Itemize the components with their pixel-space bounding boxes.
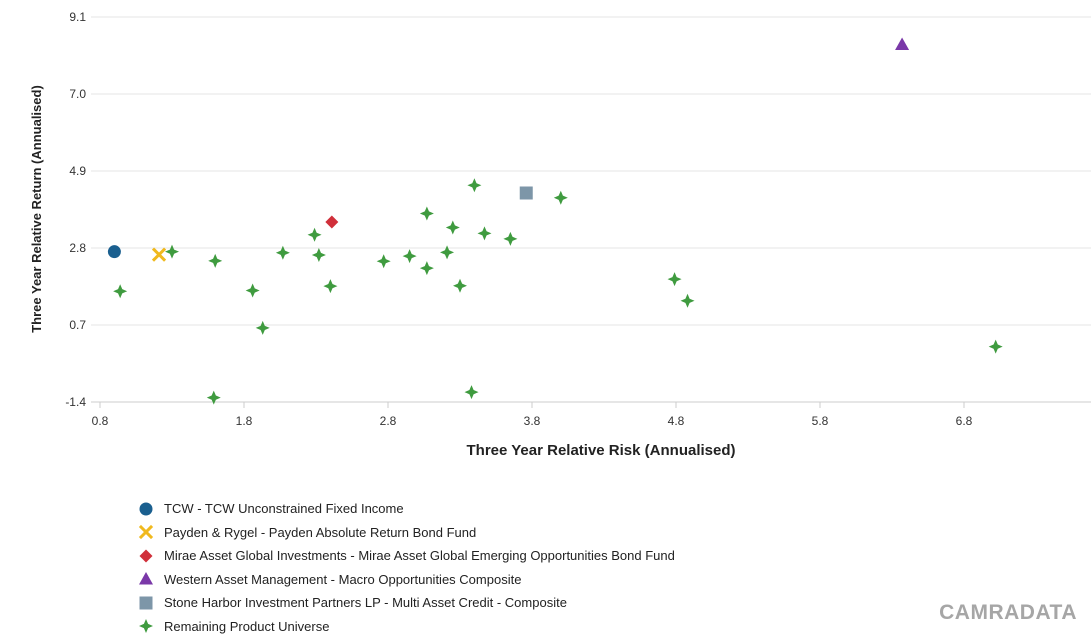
x-tick-label: 3.8 xyxy=(524,414,541,428)
x-tick-label: 1.8 xyxy=(236,414,253,428)
legend-label: Remaining Product Universe xyxy=(164,619,329,634)
legend-marker xyxy=(138,548,154,564)
universe-point xyxy=(246,284,260,298)
fund-point xyxy=(154,250,164,260)
legend-marker xyxy=(138,618,154,634)
x-tick-label: 5.8 xyxy=(812,414,829,428)
universe-point xyxy=(477,226,491,240)
universe-point xyxy=(453,279,467,293)
legend-marker xyxy=(138,524,154,540)
legend-marker-shape xyxy=(140,549,153,562)
legend-marker-shape xyxy=(140,502,153,515)
universe-point xyxy=(256,321,270,335)
camradata-logo: CAMRADATA xyxy=(939,601,1077,625)
y-tick-label: 9.1 xyxy=(69,10,86,24)
legend-item: Stone Harbor Investment Partners LP - Mu… xyxy=(138,591,675,615)
universe-point xyxy=(420,207,434,221)
universe-point xyxy=(467,178,481,192)
legend-marker-shape xyxy=(141,527,151,537)
x-tick-label: 6.8 xyxy=(956,414,973,428)
legend-marker-shape xyxy=(140,596,153,609)
legend-item: Remaining Product Universe xyxy=(138,615,675,638)
universe-point xyxy=(554,191,568,205)
universe-point xyxy=(465,385,479,399)
legend-marker xyxy=(138,501,154,517)
universe-point xyxy=(668,272,682,286)
legend-label: Western Asset Management - Macro Opportu… xyxy=(164,572,521,587)
legend-label: Payden & Rygel - Payden Absolute Return … xyxy=(164,525,476,540)
legend-item: TCW - TCW Unconstrained Fixed Income xyxy=(138,497,675,521)
universe-point xyxy=(503,232,517,246)
legend-marker-shape xyxy=(139,572,153,585)
fund-point xyxy=(895,38,909,51)
legend-marker-shape xyxy=(139,619,153,633)
x-tick-label: 4.8 xyxy=(668,414,685,428)
universe-point xyxy=(113,284,127,298)
universe-point xyxy=(403,249,417,263)
universe-point xyxy=(208,254,222,268)
universe-point xyxy=(989,340,1003,354)
y-tick-label: 0.7 xyxy=(69,318,86,332)
universe-point xyxy=(308,228,322,242)
universe-point xyxy=(312,248,326,262)
universe-point xyxy=(681,294,695,308)
y-tick-label: 4.9 xyxy=(69,164,86,178)
y-tick-label: 2.8 xyxy=(69,241,86,255)
x-axis-title: Three Year Relative Risk (Annualised) xyxy=(467,442,736,459)
universe-point xyxy=(323,279,337,293)
universe-point xyxy=(165,245,179,259)
y-tick-label: 7.0 xyxy=(69,87,86,101)
fund-point xyxy=(108,245,121,258)
fund-point xyxy=(325,215,338,228)
x-axis-ticks: 0.8 1.8 2.8 3.8 4.8 5.8 6.8 xyxy=(92,402,973,428)
y-tick-label: -1.4 xyxy=(65,395,86,409)
gridlines xyxy=(91,17,1091,325)
universe-point xyxy=(377,254,391,268)
legend-item: Western Asset Management - Macro Opportu… xyxy=(138,568,675,592)
y-axis-title: Three Year Relative Return (Annualised) xyxy=(29,85,44,333)
data-points xyxy=(108,38,1003,405)
legend-label: Stone Harbor Investment Partners LP - Mu… xyxy=(164,595,567,610)
x-tick-label: 0.8 xyxy=(92,414,109,428)
universe-point xyxy=(446,220,460,234)
universe-point xyxy=(420,261,434,275)
chart-legend: TCW - TCW Unconstrained Fixed Income Payd… xyxy=(138,497,675,638)
x-tick-label: 2.8 xyxy=(380,414,397,428)
scatter-chart: 0.8 1.8 2.8 3.8 4.8 5.8 6.8 9.1 7.0 4.9 2.8 0.7 -1.… xyxy=(0,0,1091,470)
legend-marker xyxy=(138,571,154,587)
legend-item: Mirae Asset Global Investments - Mirae A… xyxy=(138,544,675,568)
legend-label: Mirae Asset Global Investments - Mirae A… xyxy=(164,548,675,563)
legend-label: TCW - TCW Unconstrained Fixed Income xyxy=(164,501,404,516)
y-axis-ticks: 9.1 7.0 4.9 2.8 0.7 -1.4 xyxy=(65,10,86,409)
legend-marker xyxy=(138,595,154,611)
fund-point xyxy=(520,187,533,200)
legend-item: Payden & Rygel - Payden Absolute Return … xyxy=(138,521,675,545)
